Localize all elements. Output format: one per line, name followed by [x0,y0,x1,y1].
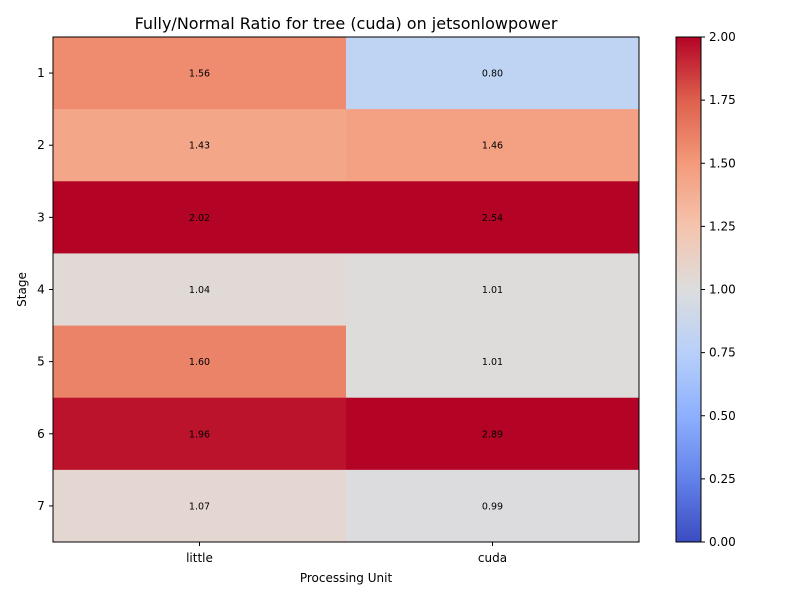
y-tick-label: 6 [37,427,45,441]
cell-value-label: 2.54 [482,213,503,224]
colorbar-tick-label: 0.50 [709,409,736,423]
cell-value-label: 1.01 [482,357,503,368]
heatmap-cell [346,37,640,110]
cell-value-label: 0.99 [482,501,503,512]
cell-value-label: 2.89 [482,429,503,440]
x-tick-label: little [186,551,213,565]
cell-value-label: 0.80 [482,69,503,80]
heatmap-cell [53,469,347,543]
heatmap-cell [53,181,347,254]
heatmap-cell [53,325,347,399]
cell-value-label: 1.46 [482,141,503,152]
cell-value-label: 1.96 [189,429,210,440]
cell-value-label: 1.43 [189,141,210,152]
y-tick-label: 7 [37,499,45,513]
colorbar-tick-label: 2.00 [709,30,736,44]
cell-value-label: 1.60 [189,357,210,368]
colorbar-tick-label: 1.25 [709,219,736,233]
y-tick-label: 2 [37,138,45,152]
heatmap-cell [346,325,640,399]
colorbar [676,37,701,542]
y-axis-label: Stage [15,272,29,307]
x-tick-label: cuda [478,551,507,565]
colorbar-tick-label: 1.50 [709,156,736,170]
heatmap-cell [346,397,640,471]
heatmap-cell [346,109,640,182]
colorbar-tick-label: 0.75 [709,346,736,360]
y-tick-label: 5 [37,355,45,369]
y-tick-label: 3 [37,210,45,224]
heatmap-cell [53,109,347,182]
heatmap-cell [346,469,640,543]
cell-value-label: 1.07 [189,501,210,512]
heatmap-cell [53,37,347,110]
x-axis-label: Processing Unit [300,571,393,585]
cell-value-label: 1.56 [189,69,210,80]
heatmap-cell [53,253,347,327]
cell-value-label: 1.01 [482,285,503,296]
colorbar-tick-label: 0.00 [709,535,736,549]
heatmap-cell [53,397,347,471]
heatmap-cell [346,181,640,254]
heatmap-cell [346,253,640,327]
cell-value-label: 2.02 [189,213,210,224]
y-tick-label: 4 [37,283,45,297]
colorbar-tick-label: 0.25 [709,472,736,486]
colorbar-tick-label: 1.75 [709,93,736,107]
colorbar-tick-label: 1.00 [709,283,736,297]
y-tick-label: 1 [37,66,45,80]
cell-value-label: 1.04 [189,285,210,296]
chart-title: Fully/Normal Ratio for tree (cuda) on je… [135,14,558,33]
